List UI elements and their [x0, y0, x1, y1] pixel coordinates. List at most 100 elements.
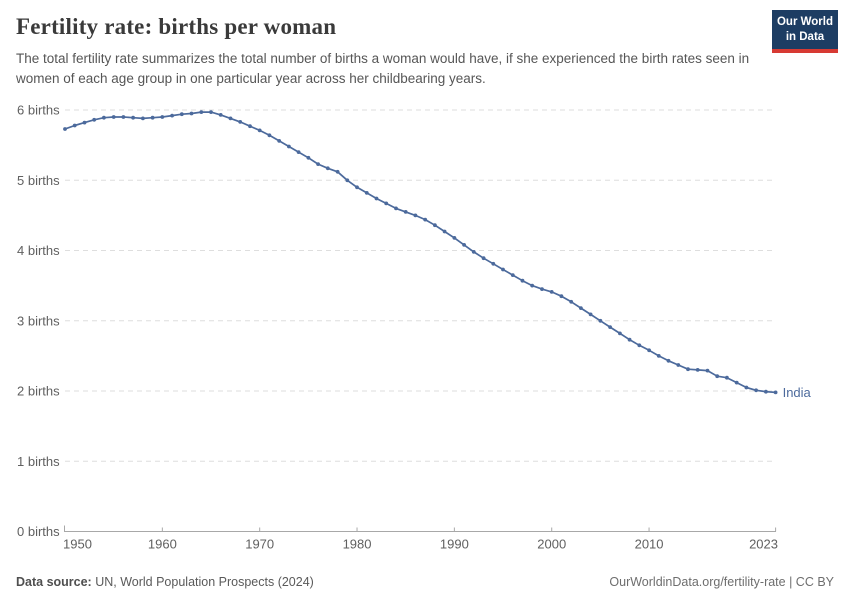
- data-point: [228, 116, 233, 121]
- data-point: [218, 113, 223, 117]
- data-point: [686, 367, 690, 372]
- data-point: [647, 348, 651, 353]
- data-point: [141, 116, 145, 121]
- data-point: [102, 115, 106, 120]
- x-tick-label: 1950: [63, 537, 92, 552]
- data-point: [530, 283, 535, 288]
- data-point: [520, 278, 525, 283]
- data-point: [540, 287, 544, 291]
- x-tick-label: 1990: [440, 537, 469, 552]
- data-point: [510, 273, 515, 277]
- data-point: [287, 144, 291, 149]
- data-point: [189, 111, 194, 116]
- x-tick-label: 2023: [749, 537, 778, 552]
- chart-subtitle: The total fertility rate summarizes the …: [16, 51, 750, 86]
- chart-header: Fertility rate: births per woman The tot…: [0, 0, 850, 89]
- page-title: Fertility rate: births per woman: [16, 14, 337, 39]
- y-tick-label: 1 births: [17, 454, 60, 469]
- data-point: [335, 169, 340, 174]
- data-point: [754, 388, 758, 393]
- owid-logo[interactable]: Our World in Data: [772, 10, 838, 53]
- data-point: [82, 120, 87, 125]
- data-point: [764, 389, 768, 394]
- data-point: [364, 191, 369, 195]
- data-point: [433, 223, 437, 228]
- y-tick-label: 3 births: [17, 313, 60, 328]
- x-tick-label: 1970: [245, 537, 274, 552]
- data-point: [637, 343, 642, 348]
- data-point: [588, 312, 593, 317]
- data-point: [131, 115, 136, 120]
- data-point: [72, 123, 77, 128]
- data-point: [715, 374, 720, 379]
- attribution-link[interactable]: OurWorldinData.org/fertility-rate | CC B…: [609, 575, 834, 589]
- data-point: [121, 115, 126, 119]
- data-point: [238, 120, 243, 124]
- data-point: [452, 236, 457, 240]
- data-point: [179, 112, 184, 117]
- y-tick-label: 0 births: [17, 524, 60, 539]
- owid-logo-line2: in Data: [785, 30, 825, 43]
- data-point: [325, 166, 330, 171]
- data-point: [150, 115, 155, 120]
- x-tick-label: 1980: [343, 537, 372, 552]
- data-point: [666, 358, 671, 363]
- data-point: [705, 368, 710, 373]
- data-point: [549, 290, 554, 294]
- data-point: [481, 256, 486, 261]
- data-point: [92, 117, 97, 122]
- data-point: [471, 250, 476, 254]
- data-point: [374, 196, 379, 201]
- data-point: [598, 318, 603, 323]
- data-point: [725, 375, 729, 380]
- data-point: [559, 294, 564, 299]
- data-point: [442, 229, 447, 234]
- data-point: [63, 127, 67, 131]
- data-point: [501, 267, 505, 272]
- data-source-value: UN, World Population Prospects (2024): [91, 575, 314, 589]
- data-point: [248, 124, 252, 129]
- data-line: [64, 111, 777, 394]
- data-point: [199, 110, 204, 114]
- data-point: [296, 150, 301, 155]
- data-point: [423, 217, 428, 222]
- y-tick-label: 2 births: [17, 384, 60, 399]
- data-point: [491, 261, 496, 266]
- data-point: [257, 128, 262, 133]
- chart-footer: Data source: UN, World Population Prospe…: [16, 575, 834, 589]
- data-point: [355, 185, 359, 190]
- series-end-label: India: [783, 385, 812, 400]
- data-point: [267, 133, 272, 138]
- y-tick-label: 5 births: [17, 173, 60, 188]
- data-point: [277, 139, 282, 143]
- owid-logo-line1: Our World: [776, 16, 833, 28]
- data-point: [462, 243, 466, 247]
- data-point: [316, 162, 320, 167]
- data-point: [306, 155, 311, 160]
- data-point: [209, 110, 213, 114]
- data-point: [569, 299, 574, 304]
- x-tick-label: 2000: [537, 537, 566, 552]
- data-point: [579, 306, 583, 310]
- data-point: [676, 363, 681, 367]
- data-point: [734, 380, 739, 385]
- x-tick-label: 2010: [635, 537, 664, 552]
- data-point: [384, 201, 389, 206]
- data-point: [627, 337, 632, 342]
- data-point: [403, 210, 408, 214]
- data-source: Data source: UN, World Population Prospe…: [16, 575, 314, 589]
- x-tick-label: 1960: [148, 537, 177, 552]
- data-point: [170, 113, 175, 118]
- data-point: [695, 368, 700, 372]
- data-point: [111, 115, 116, 119]
- y-tick-label: 4 births: [17, 243, 60, 258]
- data-point: [160, 115, 165, 119]
- data-point: [744, 385, 749, 390]
- data-point: [608, 325, 612, 329]
- data-source-label: Data source:: [16, 575, 92, 589]
- data-point: [345, 178, 350, 183]
- data-point: [656, 354, 661, 358]
- data-point: [773, 390, 778, 395]
